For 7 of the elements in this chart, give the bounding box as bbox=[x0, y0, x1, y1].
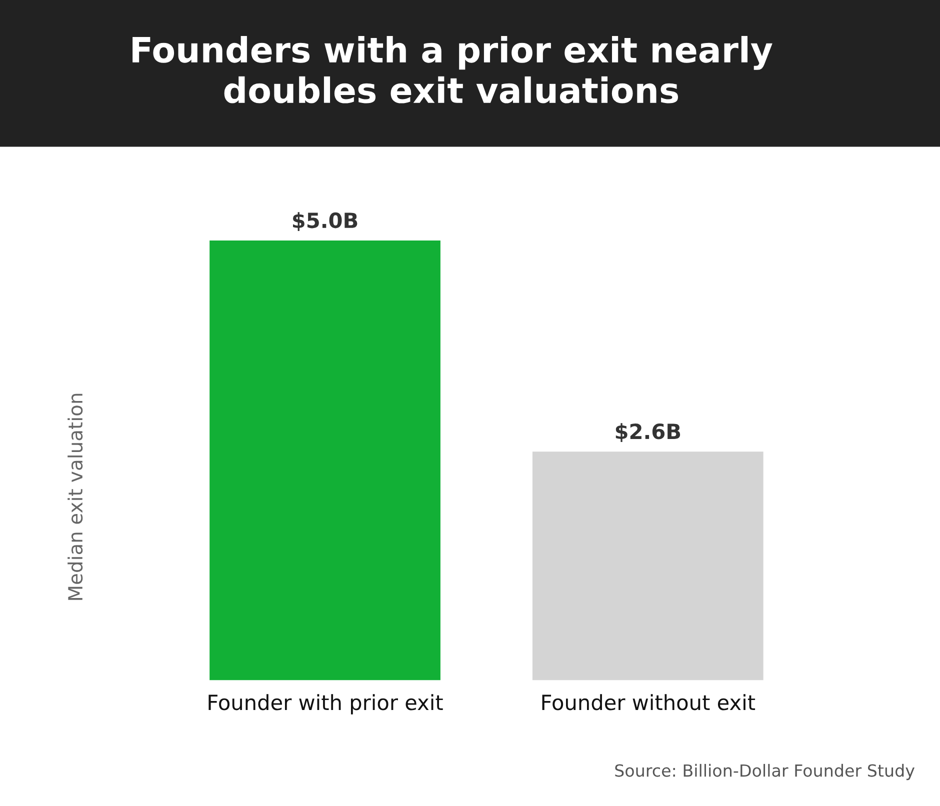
chart-title: Founders with a prior exit nearly doubles exit valuations bbox=[132, 36, 772, 104]
source-note: Source: Billion-Dollar Founder Study bbox=[615, 764, 915, 780]
y-axis-title: Median exit valuation bbox=[68, 394, 83, 600]
x-tick-label: Founder with prior exit bbox=[208, 694, 443, 714]
data-label: $5.0B bbox=[292, 212, 358, 231]
data-label: $2.6B bbox=[616, 423, 680, 442]
x-tick-label: Founder without exit bbox=[542, 694, 756, 710]
